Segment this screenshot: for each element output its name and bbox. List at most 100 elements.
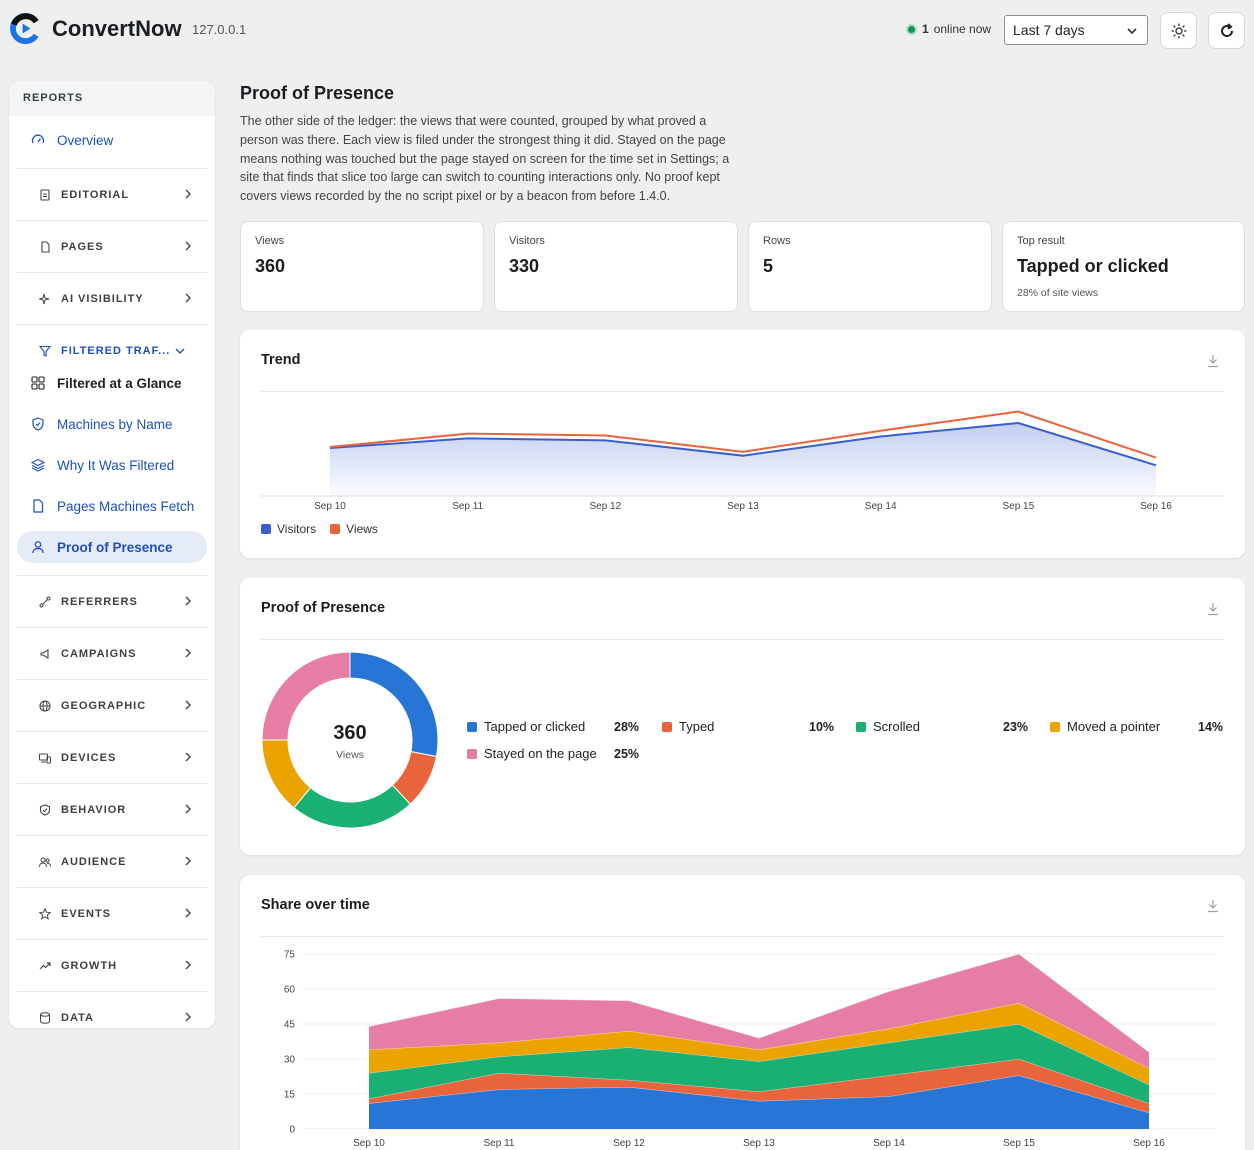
page-title: Proof of Presence <box>240 83 395 103</box>
sidebar-group-pages[interactable]: PAGES <box>17 220 207 272</box>
online-count: 1 <box>922 22 929 36</box>
proof-legend-item[interactable]: Tapped or clicked <box>467 719 585 734</box>
chevron-right-icon <box>185 241 191 251</box>
proof-legend-item[interactable]: Moved a pointer <box>1050 719 1160 734</box>
share-y-tick-label: 0 <box>289 1125 295 1136</box>
card-divider <box>261 639 1224 640</box>
stat-value: 5 <box>763 256 774 276</box>
proof-legend-item[interactable]: Typed <box>662 719 714 734</box>
brand-logo-icon <box>10 13 39 44</box>
legend-percent: 25% <box>614 747 640 761</box>
legend-percent: 28% <box>614 720 640 734</box>
trend-x-tick-label: Sep 13 <box>727 501 759 512</box>
share-x-tick-label: Sep 10 <box>353 1138 385 1149</box>
top-bar: ConvertNow 127.0.0.1 1 online now Last 7… <box>0 0 1254 60</box>
chevron-right-icon <box>185 293 191 303</box>
download-icon[interactable] <box>1207 899 1219 913</box>
share-y-tick-label: 45 <box>284 1020 296 1031</box>
brand-name[interactable]: ConvertNow <box>52 16 182 41</box>
legend-label-views[interactable]: Views <box>346 522 378 536</box>
legend-swatch <box>1050 721 1060 732</box>
legend-swatch-visitors <box>261 524 271 534</box>
stat-value: 360 <box>255 256 286 276</box>
sidebar-item-filtered-at-a-glance[interactable]: Filtered at a Glance <box>17 367 207 399</box>
legend-percent: 23% <box>1003 720 1029 734</box>
sidebar-item-label: Machines by Name <box>57 416 173 432</box>
sidebar-group-editorial[interactable]: EDITORIAL <box>17 168 207 220</box>
sidebar-group-ai-visibility[interactable]: AI VISIBILITY <box>17 272 207 324</box>
star-icon <box>39 907 51 920</box>
legend-label: Typed <box>679 719 715 734</box>
legend-swatch <box>467 748 477 759</box>
card-divider <box>261 936 1224 937</box>
share-y-tick-label: 75 <box>284 950 296 961</box>
share-chart: 0 15 30 45 60 75 Sep 10 Sep 11 Sep 12 Sep 13 Sep 1… <box>284 950 1216 1149</box>
share-area-series <box>369 1003 1149 1085</box>
date-range-select[interactable]: Last 7 days <box>1004 15 1148 45</box>
sidebar-group-label: DATA <box>61 1011 94 1024</box>
file-icon <box>39 240 51 253</box>
sidebar-item-label: Why It Was Filtered <box>57 457 175 473</box>
online-indicator: 1 online now <box>906 22 991 36</box>
refresh-button[interactable] <box>1208 12 1245 49</box>
sidebar-group-label: EDITORIAL <box>61 188 130 201</box>
sidebar-item-label: Overview <box>57 132 114 148</box>
sidebar-group-devices[interactable]: DEVICES <box>17 731 207 783</box>
online-label: online now <box>933 22 992 36</box>
share-x-tick-label: Sep 13 <box>743 1138 775 1149</box>
sidebar-item-why-filtered[interactable]: Why It Was Filtered <box>17 449 207 481</box>
share-x-tick-label: Sep 11 <box>484 1138 515 1149</box>
sidebar-group-geographic[interactable]: GEOGRAPHIC <box>17 679 207 731</box>
sidebar-group-label: FILTERED TRAF... <box>61 344 171 357</box>
sidebar-group-label: DEVICES <box>61 751 117 764</box>
share-area-series <box>369 1059 1149 1113</box>
sidebar-item-overview[interactable]: Overview <box>17 124 207 156</box>
sidebar-group-referrers[interactable]: REFERRERS <box>17 575 207 627</box>
sidebar-group-audience[interactable]: AUDIENCE <box>17 835 207 887</box>
globe-icon <box>39 699 51 712</box>
sidebar-group-behavior[interactable]: BEHAVIOR <box>17 783 207 835</box>
share-area-series <box>369 954 1149 1069</box>
stat-value: 330 <box>509 256 540 276</box>
share-y-tick-label: 15 <box>284 1090 296 1101</box>
sidebar-group-campaigns[interactable]: CAMPAIGNS <box>17 627 207 679</box>
legend-swatch-views <box>330 524 341 534</box>
legend-swatch <box>662 721 672 732</box>
legend-label-visitors[interactable]: Visitors <box>277 522 317 536</box>
sidebar-group-label: AI VISIBILITY <box>61 292 144 305</box>
proof-legend-item[interactable]: Scrolled <box>856 719 920 734</box>
legend-label: Stayed on the page <box>484 746 597 761</box>
share-x-tick-label: Sep 16 <box>1133 1138 1165 1149</box>
sidebar-group-events[interactable]: EVENTS <box>17 887 207 939</box>
trend-card: Trend Sep 10 Sep 11 Sep 12 Sep 13 Sep 14 Sep … <box>240 330 1245 558</box>
gauge-icon <box>31 133 45 147</box>
download-icon[interactable] <box>1207 602 1219 616</box>
sidebar-group-filtered-traffic[interactable]: FILTERED TRAF... <box>17 324 207 376</box>
download-icon[interactable] <box>1207 354 1219 368</box>
legend-percent: 10% <box>809 720 835 734</box>
chevron-right-icon <box>185 908 191 918</box>
sidebar-item-label: Proof of Presence <box>57 539 173 555</box>
sidebar-heading: REPORTS <box>9 81 215 116</box>
sidebar-group-data[interactable]: DATA <box>17 991 207 1028</box>
sidebar-group-label: BEHAVIOR <box>61 803 127 816</box>
stat-card-views: Views 360 <box>240 221 484 312</box>
stat-value: Tapped or clicked <box>1017 256 1169 276</box>
sidebar-item-proof-of-presence[interactable]: Proof of Presence <box>17 531 207 563</box>
sidebar-group-label: PAGES <box>61 240 104 253</box>
stat-label: Rows <box>763 235 791 247</box>
sidebar-group-label: CAMPAIGNS <box>61 647 137 660</box>
filter-icon <box>39 345 51 357</box>
sidebar-item-pages-machines-fetch[interactable]: Pages Machines Fetch <box>17 490 207 522</box>
proof-legend-item[interactable]: Stayed on the page <box>467 746 597 761</box>
megaphone-icon <box>39 648 51 660</box>
donut-slice <box>261 651 351 741</box>
donut-slice <box>293 784 411 829</box>
sidebar-item-machines-by-name[interactable]: Machines by Name <box>17 408 207 440</box>
proof-card: Proof of Presence 360 Views Tapped or cl… <box>240 578 1245 855</box>
route-icon <box>39 596 51 608</box>
sidebar-group-growth[interactable]: GROWTH <box>17 939 207 991</box>
card-title: Share over time <box>261 897 370 913</box>
chevron-right-icon <box>185 960 191 970</box>
theme-toggle-button[interactable] <box>1160 12 1197 49</box>
